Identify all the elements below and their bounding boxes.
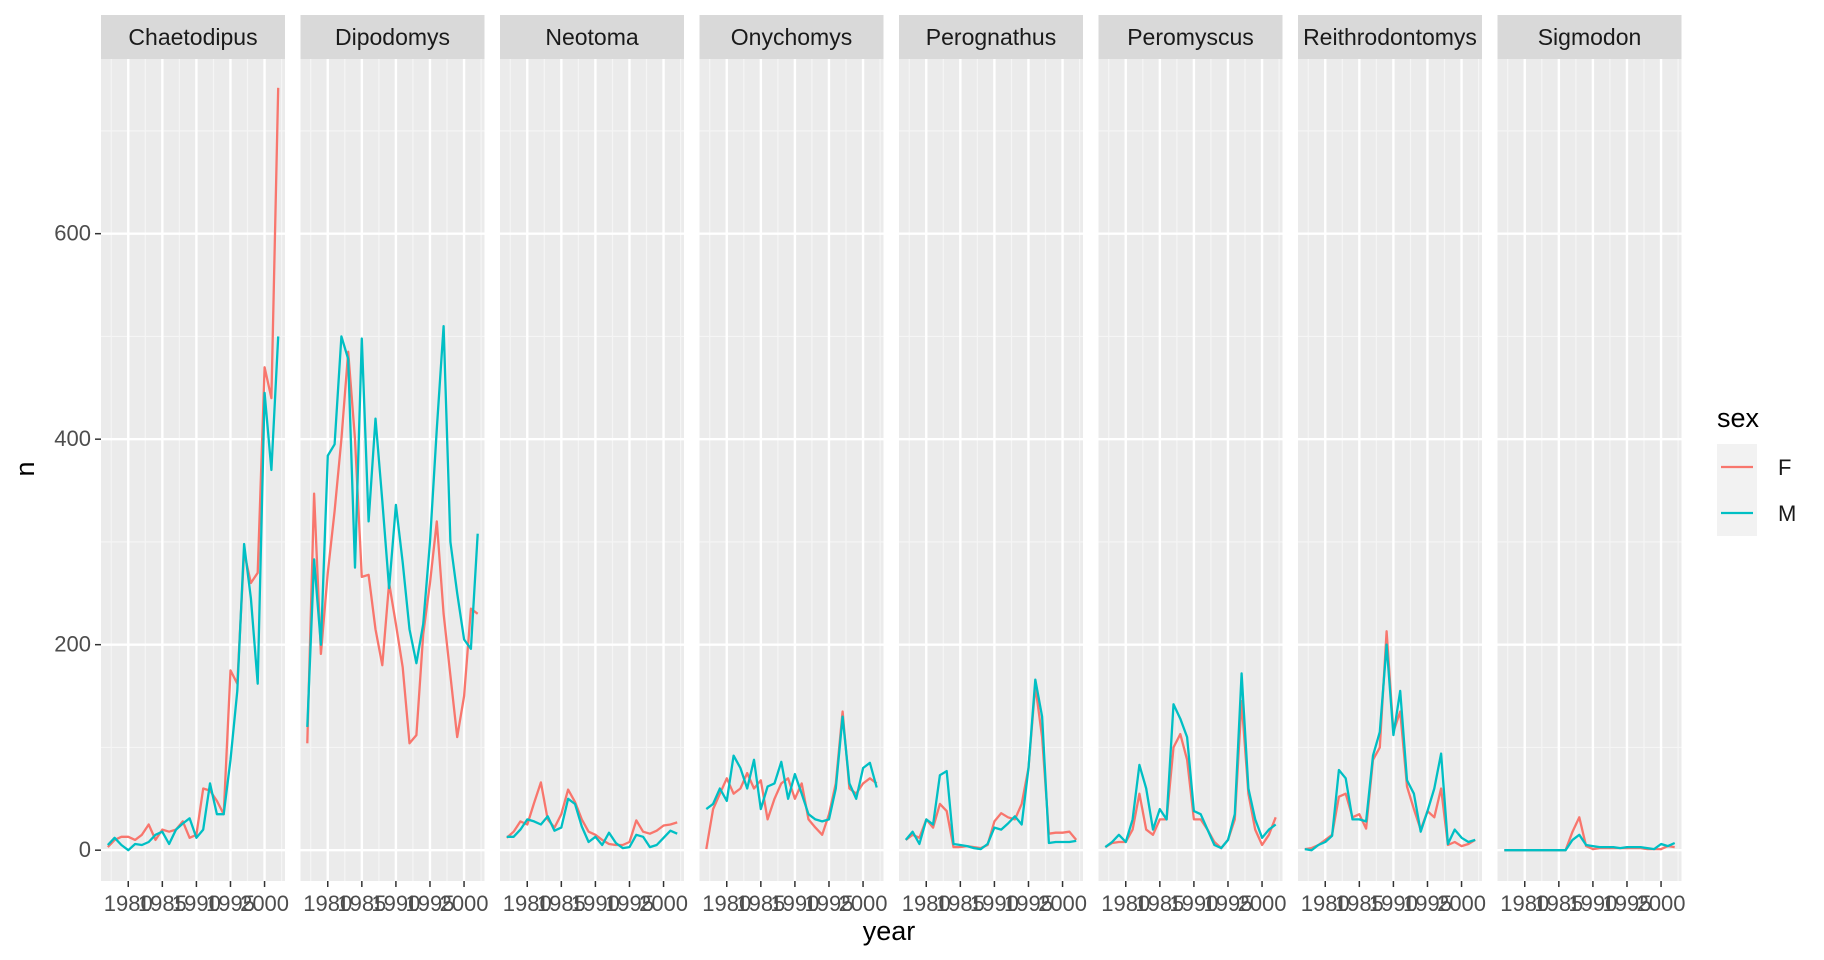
facet-strip: [699, 15, 884, 59]
facet-label: Peromyscus: [1127, 24, 1254, 50]
series-line-M: [106, 336, 280, 852]
x-tick-label: 1985: [1534, 891, 1583, 916]
x-tick-label: 2000: [1038, 891, 1087, 916]
x-tick-label: 1980: [104, 891, 153, 916]
panel-background: [899, 59, 1083, 881]
x-tick-label: 1980: [1500, 891, 1549, 916]
series-line-F: [106, 87, 280, 848]
x-tick-label: 1980: [1301, 891, 1350, 916]
x-tick-label: 1985: [138, 891, 187, 916]
x-tick-label: 1990: [371, 891, 420, 916]
series-line-M: [506, 797, 678, 850]
x-tick-label: 1985: [337, 891, 386, 916]
x-tick-label: 1995: [406, 891, 455, 916]
panels-layer: Chaetodipus19801985199019952000Dipodomys…: [101, 15, 1686, 916]
y-tick-label: 400: [54, 426, 91, 451]
facet-strip: [1497, 15, 1682, 59]
x-tick-label: 1990: [1568, 891, 1617, 916]
facet-strip: [1298, 15, 1482, 59]
y-axis-title: n: [10, 461, 40, 476]
legend: sex FM: [1717, 403, 1796, 536]
facet-label: Dipodomys: [335, 24, 450, 50]
panel-background: [699, 59, 884, 881]
legend-title: sex: [1717, 403, 1760, 433]
panel-background: [1298, 59, 1482, 881]
legend-label: M: [1778, 501, 1796, 526]
y-axis: 0 200 400 600: [54, 221, 101, 862]
x-tick-label: 1985: [936, 891, 985, 916]
facet-label: Reithrodontomys: [1303, 24, 1477, 50]
series-line-F: [506, 781, 678, 847]
facet-strip: [101, 15, 285, 59]
x-tick-label: 2000: [1637, 891, 1686, 916]
legend-entries: FM: [1717, 444, 1796, 536]
x-tick-label: 2000: [1437, 891, 1486, 916]
legend-label: F: [1778, 455, 1791, 480]
facet-strip: [1098, 15, 1283, 59]
y-tick-label: 0: [79, 837, 91, 862]
y-tick-label: 600: [54, 221, 91, 246]
x-tick-label: 1990: [172, 891, 221, 916]
x-tick-label: 1995: [1603, 891, 1652, 916]
series-line-M: [1304, 643, 1476, 852]
y-tick-label: 200: [54, 632, 91, 657]
x-tick-label: 2000: [1238, 891, 1287, 916]
facet-label: Neotoma: [545, 24, 639, 50]
x-tick-label: 1995: [605, 891, 654, 916]
x-tick-label: 1985: [736, 891, 785, 916]
panel-background: [1098, 59, 1283, 881]
series-line-M: [705, 715, 878, 823]
series-line-M: [1104, 672, 1277, 850]
x-tick-label: 1990: [571, 891, 620, 916]
x-tick-label: 1995: [1004, 891, 1053, 916]
panel-background: [1497, 59, 1682, 881]
series-line-F: [306, 350, 479, 745]
x-tick-label: 1980: [503, 891, 552, 916]
facet-label: Onychomys: [731, 24, 852, 50]
x-tick-label: 1990: [970, 891, 1019, 916]
x-tick-label: 1980: [1101, 891, 1150, 916]
series-line-M: [904, 678, 1077, 851]
facet-label: Sigmodon: [1538, 24, 1642, 50]
x-tick-label: 2000: [240, 891, 289, 916]
panel-background: [500, 59, 684, 881]
x-tick-label: 1990: [770, 891, 819, 916]
facet-label: Perognathus: [926, 24, 1056, 50]
x-tick-label: 1980: [902, 891, 951, 916]
x-tick-label: 1995: [206, 891, 255, 916]
facet-label: Chaetodipus: [128, 24, 257, 50]
x-tick-label: 1990: [1169, 891, 1218, 916]
x-tick-label: 1985: [1335, 891, 1384, 916]
x-tick-label: 2000: [440, 891, 489, 916]
facet-strip: [899, 15, 1083, 59]
x-tick-label: 2000: [839, 891, 888, 916]
panel-background: [101, 59, 285, 881]
x-tick-label: 1985: [537, 891, 586, 916]
facet-strip: [500, 15, 684, 59]
x-tick-label: 1980: [702, 891, 751, 916]
x-tick-label: 1995: [1403, 891, 1452, 916]
panel-background: [300, 59, 485, 881]
x-tick-label: 1990: [1369, 891, 1418, 916]
x-tick-label: 2000: [639, 891, 688, 916]
facet-strip: [300, 15, 485, 59]
x-tick-label: 1995: [1204, 891, 1253, 916]
x-tick-label: 1995: [805, 891, 854, 916]
x-tick-label: 1980: [303, 891, 352, 916]
series-line-M: [306, 324, 479, 727]
series-line-M: [1504, 833, 1676, 852]
x-axis-title: year: [863, 916, 916, 946]
x-tick-label: 1985: [1135, 891, 1184, 916]
